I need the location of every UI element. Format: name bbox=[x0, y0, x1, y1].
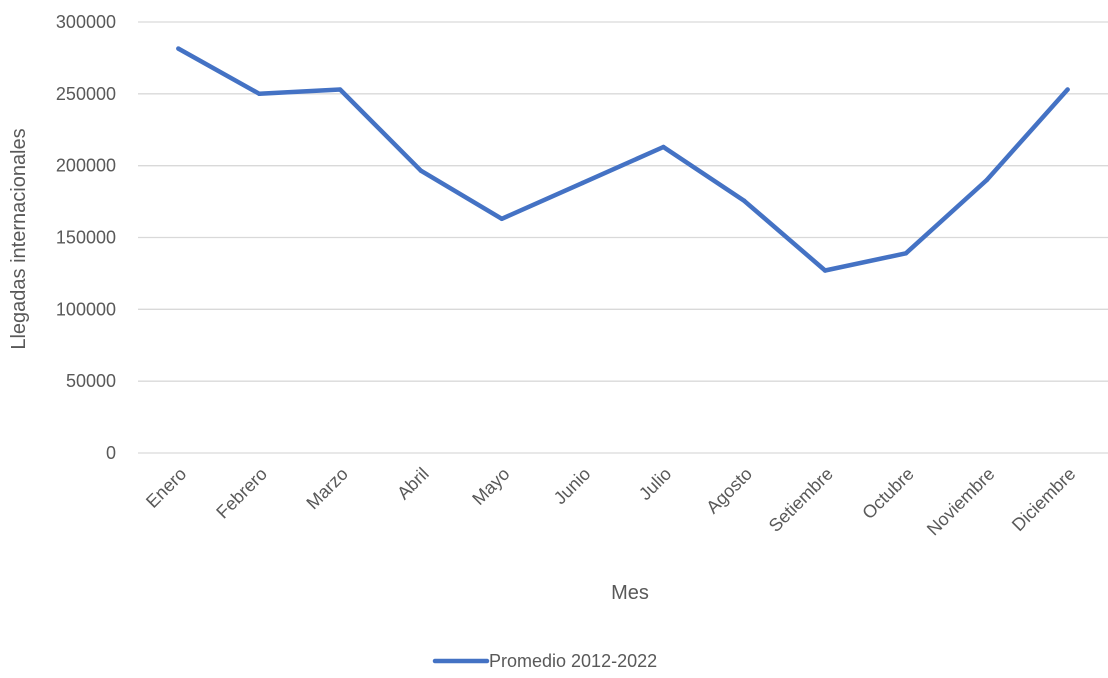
y-tick-label: 0 bbox=[106, 443, 116, 463]
y-tick-label: 50000 bbox=[66, 371, 116, 391]
x-tick-label: Setiembre bbox=[765, 464, 837, 536]
y-tick-label: 150000 bbox=[56, 228, 116, 248]
data-point bbox=[903, 251, 909, 256]
y-axis-ticks: 0 50000 100000 150000 200000 250000 300000 bbox=[56, 12, 116, 463]
x-tick-label: Mayo bbox=[468, 464, 513, 509]
legend-label: Promedio 2012-2022 bbox=[489, 651, 657, 671]
y-tick-label: 100000 bbox=[56, 299, 116, 319]
series-lines bbox=[176, 46, 1070, 273]
data-point bbox=[822, 268, 828, 273]
x-tick-label: Marzo bbox=[302, 464, 352, 514]
data-point bbox=[176, 46, 181, 51]
x-tick-label: Noviembre bbox=[923, 464, 999, 540]
x-axis-title: Mes bbox=[611, 582, 649, 604]
data-point bbox=[661, 144, 666, 150]
x-tick-label: Enero bbox=[142, 464, 190, 512]
data-point bbox=[580, 180, 585, 186]
y-tick-label: 300000 bbox=[56, 12, 116, 32]
y-axis-title: Llegadas internacionales bbox=[8, 128, 30, 349]
data-point bbox=[499, 216, 504, 222]
data-point bbox=[984, 177, 989, 183]
data-point bbox=[742, 198, 747, 204]
data-point bbox=[337, 87, 343, 92]
x-tick-label: Julio bbox=[635, 464, 675, 504]
x-tick-label: Abril bbox=[393, 464, 433, 504]
series-line bbox=[176, 46, 1070, 273]
x-tick-label: Octubre bbox=[858, 464, 917, 523]
data-point bbox=[257, 91, 262, 97]
x-tick-label: Febrero bbox=[212, 464, 271, 523]
legend: Promedio 2012-2022 bbox=[432, 651, 657, 671]
x-tick-label: Agosto bbox=[702, 464, 756, 518]
x-axis-ticks: Enero Febrero Marzo Abril Mayo Junio Julio Agos… bbox=[142, 464, 1079, 540]
x-tick-label: Diciembre bbox=[1008, 464, 1079, 535]
y-tick-label: 200000 bbox=[56, 156, 116, 176]
x-tick-label: Junio bbox=[550, 464, 595, 509]
gridlines bbox=[138, 21, 1108, 454]
data-point bbox=[1065, 87, 1070, 92]
data-point bbox=[418, 168, 424, 173]
y-tick-label: 250000 bbox=[56, 84, 116, 104]
